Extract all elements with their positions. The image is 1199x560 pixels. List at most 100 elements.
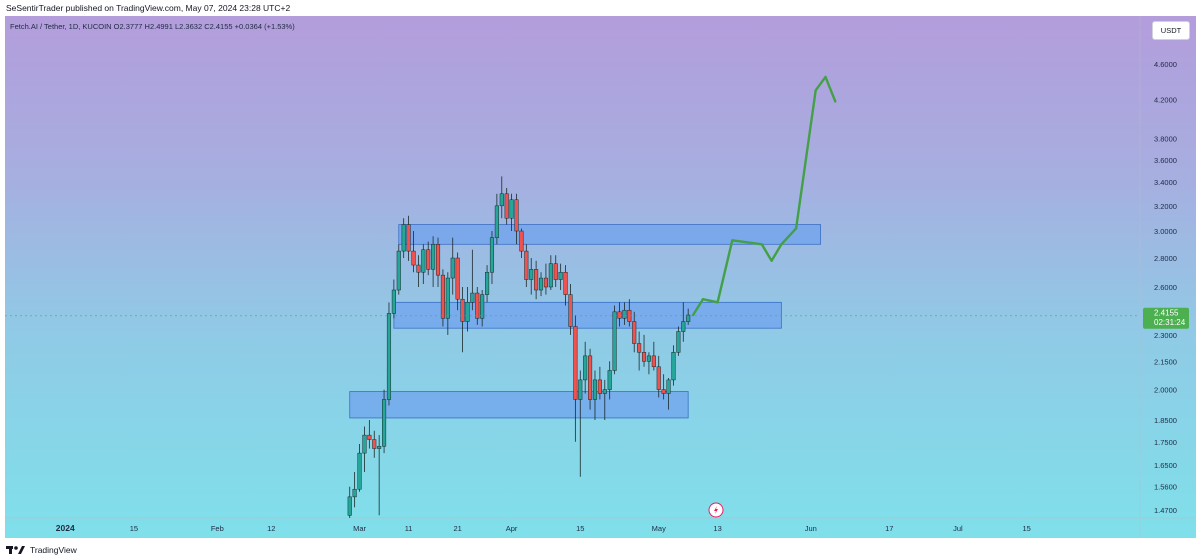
- footer-branding: TradingView: [6, 543, 77, 557]
- candle: [671, 345, 676, 386]
- y-tick-label: 2.8000: [1154, 254, 1177, 263]
- candle-body: [485, 271, 490, 295]
- candle-body: [524, 250, 529, 280]
- candle-body: [519, 230, 524, 252]
- candle-body: [406, 224, 411, 252]
- candle-body: [377, 446, 382, 449]
- candle-body: [450, 257, 455, 279]
- candle-body: [470, 292, 475, 303]
- candle: [592, 370, 598, 421]
- lightning-icon[interactable]: [708, 502, 724, 518]
- ohlc-legend: Fetch.AI / Tether, 1D, KUCOIN O2.3777 H2…: [10, 22, 295, 31]
- candle-body: [671, 352, 676, 381]
- candle: [485, 265, 490, 303]
- x-tick-label: 15: [130, 524, 138, 533]
- candle-body: [583, 355, 588, 381]
- y-tick-label: 1.7500: [1154, 438, 1177, 447]
- candle: [534, 260, 539, 300]
- candle-body: [607, 370, 612, 390]
- x-tick-label: 13: [713, 524, 721, 533]
- candle: [583, 341, 588, 394]
- legend-close: C2.4155: [204, 22, 233, 31]
- candle: [519, 228, 524, 259]
- x-tick-label: 17: [885, 524, 893, 533]
- x-tick-label: May: [652, 524, 666, 533]
- candle: [632, 311, 637, 353]
- candle-body: [367, 434, 372, 440]
- candle: [494, 193, 499, 245]
- candle: [480, 290, 485, 327]
- candle: [563, 265, 568, 306]
- time-axis: 2024 15 Feb 12 Mar 11 21 Apr 15 May 13 Jun 17 Jul 15: [56, 523, 1031, 533]
- candle: [362, 426, 367, 472]
- candle-body: [543, 277, 548, 288]
- currency-button[interactable]: USDT: [1152, 21, 1190, 40]
- x-tick-label: Feb: [211, 524, 224, 533]
- candle-body: [401, 224, 406, 252]
- candle-body: [480, 294, 485, 319]
- y-tick-label: 3.0000: [1154, 227, 1177, 236]
- x-tick-label: 15: [576, 524, 584, 533]
- candle: [509, 193, 514, 232]
- candle: [357, 444, 362, 492]
- candle-body: [558, 271, 563, 280]
- candles: [347, 176, 691, 518]
- candle-body: [347, 496, 352, 516]
- candle: [391, 279, 396, 319]
- candle: [386, 302, 392, 406]
- candle: [558, 263, 563, 291]
- candle: [460, 286, 465, 353]
- candle-body: [435, 244, 441, 276]
- candle: [681, 302, 686, 342]
- legend-change: +0.0364 (+1.53%): [234, 22, 295, 31]
- candle: [435, 237, 441, 287]
- candle-body: [411, 250, 416, 266]
- candle: [538, 272, 544, 297]
- x-tick-label: 12: [267, 524, 275, 533]
- candle-body: [681, 321, 686, 332]
- y-tick-label: 2.6000: [1154, 283, 1177, 292]
- candle-body: [637, 343, 642, 353]
- candle: [588, 348, 593, 410]
- candle: [553, 255, 558, 287]
- candle: [470, 249, 475, 311]
- candle: [504, 187, 509, 225]
- x-tick-label: 11: [405, 524, 413, 533]
- x-tick-label: 21: [453, 524, 461, 533]
- candle: [411, 231, 416, 273]
- candle: [489, 231, 495, 284]
- supply-demand-zones: [349, 224, 822, 419]
- candle-body: [676, 331, 681, 353]
- x-tick-label: Jun: [805, 524, 817, 533]
- x-tick-label: Jul: [953, 524, 963, 533]
- y-tick-label: 2.0000: [1154, 386, 1177, 395]
- candle: [377, 435, 382, 516]
- candle-body: [548, 263, 553, 288]
- candle: [612, 305, 617, 375]
- candle: [372, 430, 377, 458]
- legend-symbol: Fetch.AI / Tether, 1D, KUCOIN: [10, 22, 112, 31]
- y-tick-label: 4.2000: [1154, 95, 1177, 104]
- y-tick-label: 3.2000: [1154, 202, 1177, 211]
- candle-body: [499, 193, 504, 207]
- candle-body: [357, 452, 362, 490]
- chart-background[interactable]: [5, 16, 1196, 538]
- y-tick-label: 3.4000: [1154, 178, 1177, 187]
- candle: [548, 255, 553, 291]
- candle: [421, 244, 426, 284]
- legend-high: H2.4991: [144, 22, 173, 31]
- candle-body: [382, 399, 387, 447]
- candle: [524, 244, 529, 287]
- candle: [637, 331, 642, 371]
- candle-body: [352, 488, 357, 498]
- x-tick-label: Apr: [506, 524, 518, 533]
- candle-body: [465, 302, 470, 322]
- candle: [646, 352, 651, 375]
- candle-body: [588, 355, 593, 400]
- candle-body: [534, 269, 539, 291]
- x-tick-label: 2024: [56, 523, 75, 533]
- x-tick-label: 15: [1022, 524, 1030, 533]
- candle: [651, 341, 656, 371]
